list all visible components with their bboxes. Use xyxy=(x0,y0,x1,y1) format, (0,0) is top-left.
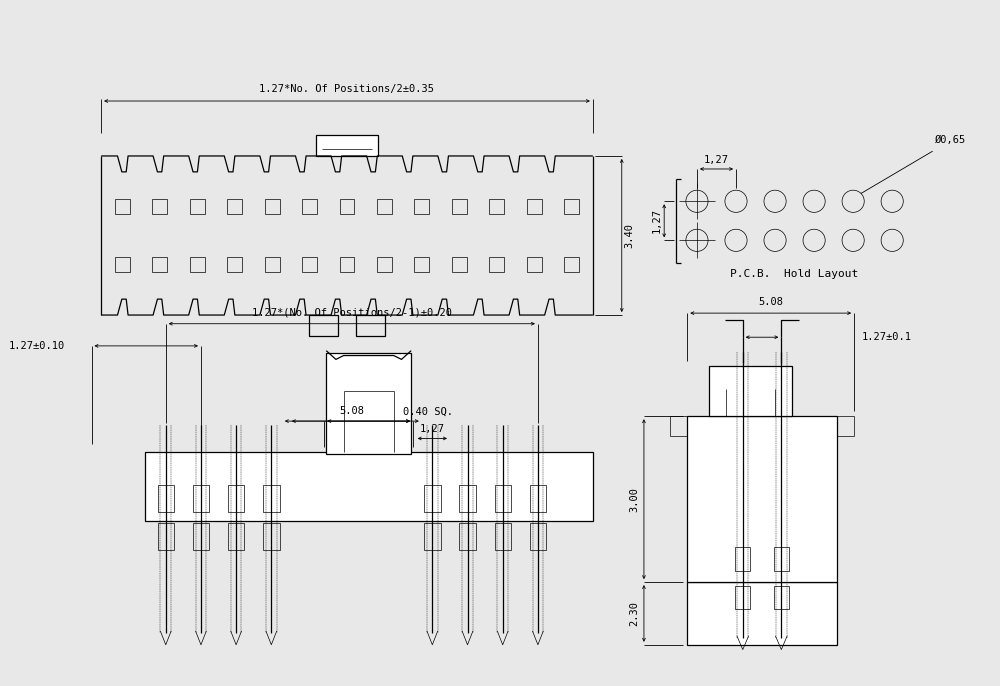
Bar xyxy=(193,485,209,512)
Text: Ø0,65: Ø0,65 xyxy=(935,135,966,145)
Bar xyxy=(377,200,392,214)
Bar xyxy=(190,257,205,272)
Bar xyxy=(340,257,354,272)
Bar xyxy=(309,315,338,336)
Text: 1.27±0.1: 1.27±0.1 xyxy=(862,332,912,342)
Text: 3.00: 3.00 xyxy=(629,486,639,512)
Bar xyxy=(227,200,242,214)
Bar xyxy=(414,257,429,272)
Text: 1,27: 1,27 xyxy=(651,209,661,233)
Bar xyxy=(340,200,354,214)
Text: 1.27*(No. Of Positions/2-1)±0.20: 1.27*(No. Of Positions/2-1)±0.20 xyxy=(252,307,452,317)
Text: P.C.B.  Hold Layout: P.C.B. Hold Layout xyxy=(730,269,859,279)
Bar xyxy=(158,485,174,512)
Bar xyxy=(115,257,130,272)
Bar xyxy=(190,200,205,214)
Bar xyxy=(735,547,750,571)
Bar xyxy=(709,366,792,416)
Bar xyxy=(145,452,593,521)
Text: 1,27: 1,27 xyxy=(420,424,445,434)
Bar xyxy=(564,200,579,214)
Bar xyxy=(377,257,392,272)
Bar xyxy=(735,586,750,609)
Text: 3.40: 3.40 xyxy=(624,223,634,248)
Bar xyxy=(227,257,242,272)
Bar xyxy=(530,523,546,550)
Bar xyxy=(263,485,280,512)
Text: 5.08: 5.08 xyxy=(339,406,364,416)
Bar xyxy=(152,200,167,214)
Text: 5.08: 5.08 xyxy=(758,296,783,307)
Bar xyxy=(489,200,504,214)
Text: 2.30: 2.30 xyxy=(629,601,639,626)
Bar xyxy=(527,257,542,272)
Bar xyxy=(316,134,378,156)
Bar xyxy=(564,257,579,272)
Bar xyxy=(687,582,837,645)
Text: 0.40 SQ.: 0.40 SQ. xyxy=(403,406,453,416)
Bar xyxy=(193,523,209,550)
Bar xyxy=(452,257,467,272)
Bar xyxy=(489,257,504,272)
Text: 1,27: 1,27 xyxy=(704,155,729,165)
Bar xyxy=(302,257,317,272)
Bar xyxy=(424,485,441,512)
Bar xyxy=(452,200,467,214)
Bar xyxy=(228,485,244,512)
Bar xyxy=(530,485,546,512)
Bar xyxy=(527,200,542,214)
Bar xyxy=(459,523,476,550)
Bar xyxy=(228,523,244,550)
Bar xyxy=(263,523,280,550)
Bar xyxy=(152,257,167,272)
Bar xyxy=(459,485,476,512)
Bar xyxy=(495,523,511,550)
Bar xyxy=(774,586,789,609)
Bar xyxy=(687,416,837,582)
Bar xyxy=(302,200,317,214)
Bar xyxy=(265,200,280,214)
Bar xyxy=(158,523,174,550)
Bar xyxy=(424,523,441,550)
Text: 1.27*No. Of Positions/2±0.35: 1.27*No. Of Positions/2±0.35 xyxy=(259,84,434,95)
Bar xyxy=(115,200,130,214)
Bar xyxy=(774,547,789,571)
Bar xyxy=(414,200,429,214)
Text: 1.27±0.10: 1.27±0.10 xyxy=(8,341,65,351)
Bar xyxy=(356,315,385,336)
Bar xyxy=(495,485,511,512)
Bar xyxy=(326,353,411,454)
Bar xyxy=(265,257,280,272)
